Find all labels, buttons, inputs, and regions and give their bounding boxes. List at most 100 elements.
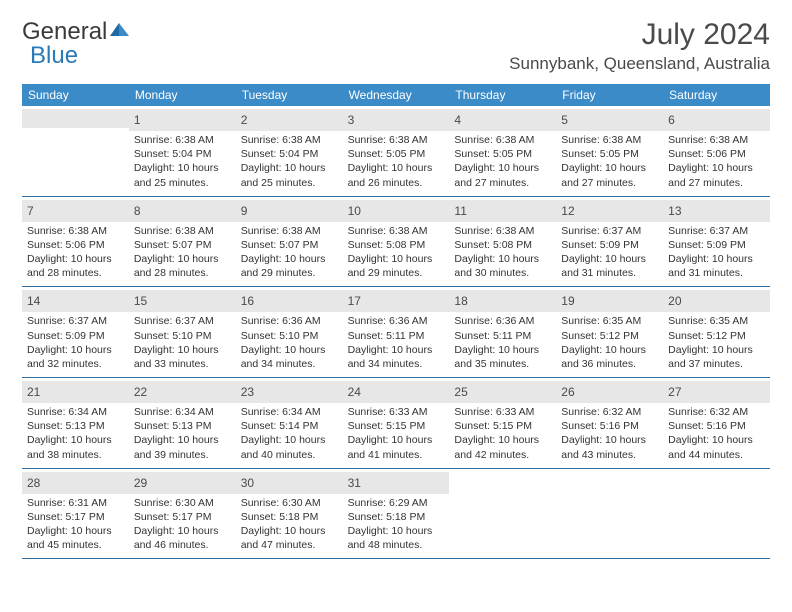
day-number-bar: 3 bbox=[343, 109, 450, 131]
day-text: Sunrise: 6:38 AMSunset: 5:05 PMDaylight:… bbox=[348, 133, 445, 190]
day-number-bar: 27 bbox=[663, 381, 770, 403]
day-text: Sunrise: 6:37 AMSunset: 5:09 PMDaylight:… bbox=[27, 314, 124, 371]
day-number: 29 bbox=[134, 476, 147, 490]
day-number: 16 bbox=[241, 294, 254, 308]
logo-word2-wrap: Blue bbox=[30, 42, 78, 70]
day-text: Sunrise: 6:34 AMSunset: 5:13 PMDaylight:… bbox=[27, 405, 124, 462]
day-cell: 1Sunrise: 6:38 AMSunset: 5:04 PMDaylight… bbox=[129, 106, 236, 196]
day-cell: 7 Sunrise: 6:38 AMSunset: 5:06 PMDaylight… bbox=[22, 197, 129, 287]
day-text: Sunrise: 6:31 AMSunset: 5:17 PMDaylight:… bbox=[27, 496, 124, 553]
day-text: Sunrise: 6:36 AMSunset: 5:10 PMDaylight:… bbox=[241, 314, 338, 371]
day-number: 7 bbox=[27, 204, 34, 218]
day-cell: 28 Sunrise: 6:31 AMSunset: 5:17 PMDayligh… bbox=[22, 469, 129, 559]
day-text: Sunrise: 6:32 AMSunset: 5:16 PMDaylight:… bbox=[668, 405, 765, 462]
weekday-row: SundayMondayTuesdayWednesdayThursdayFrid… bbox=[22, 84, 770, 106]
page: General July 2024 Sunnybank, Queensland,… bbox=[0, 0, 792, 577]
day-number-bar: 6 bbox=[663, 109, 770, 131]
day-number-bar: 13 bbox=[663, 200, 770, 222]
day-number: 9 bbox=[241, 204, 248, 218]
day-cell: 15Sunrise: 6:37 AMSunset: 5:10 PMDayligh… bbox=[129, 287, 236, 377]
day-number-bar: 20 bbox=[663, 290, 770, 312]
day-text: Sunrise: 6:37 AMSunset: 5:09 PMDaylight:… bbox=[561, 224, 658, 281]
day-number-bar: 26 bbox=[556, 381, 663, 403]
weekday-header: Monday bbox=[129, 84, 236, 106]
day-number: 13 bbox=[668, 204, 681, 218]
day-cell bbox=[22, 106, 129, 196]
weekday-header: Tuesday bbox=[236, 84, 343, 106]
day-number: 2 bbox=[241, 113, 248, 127]
day-cell: 5 Sunrise: 6:38 AMSunset: 5:05 PMDaylight… bbox=[556, 106, 663, 196]
day-cell: 9Sunrise: 6:38 AMSunset: 5:07 PMDaylight… bbox=[236, 197, 343, 287]
day-number-bar: 16 bbox=[236, 290, 343, 312]
day-text: Sunrise: 6:38 AMSunset: 5:06 PMDaylight:… bbox=[27, 224, 124, 281]
day-text: Sunrise: 6:29 AMSunset: 5:18 PMDaylight:… bbox=[348, 496, 445, 553]
day-number-bar: 12 bbox=[556, 200, 663, 222]
day-number: 28 bbox=[27, 476, 40, 490]
day-text: Sunrise: 6:35 AMSunset: 5:12 PMDaylight:… bbox=[668, 314, 765, 371]
day-text: Sunrise: 6:38 AMSunset: 5:08 PMDaylight:… bbox=[454, 224, 551, 281]
day-number: 11 bbox=[454, 204, 466, 218]
day-cell: 8 Sunrise: 6:38 AMSunset: 5:07 PMDaylight… bbox=[129, 197, 236, 287]
day-cell: 22Sunrise: 6:34 AMSunset: 5:13 PMDayligh… bbox=[129, 378, 236, 468]
empty-day-bar bbox=[22, 109, 129, 128]
day-number: 31 bbox=[348, 476, 361, 490]
week-row: 21 Sunrise: 6:34 AMSunset: 5:13 PMDayligh… bbox=[22, 378, 770, 469]
day-text: Sunrise: 6:38 AMSunset: 5:05 PMDaylight:… bbox=[561, 133, 658, 190]
day-number: 17 bbox=[348, 294, 361, 308]
day-cell: 12Sunrise: 6:37 AMSunset: 5:09 PMDayligh… bbox=[556, 197, 663, 287]
day-number-bar: 31 bbox=[343, 472, 450, 494]
day-text: Sunrise: 6:36 AMSunset: 5:11 PMDaylight:… bbox=[348, 314, 445, 371]
day-number: 18 bbox=[454, 294, 467, 308]
day-number-bar: 11 bbox=[449, 200, 556, 222]
day-cell: 25 Sunrise: 6:33 AMSunset: 5:15 PMDayligh… bbox=[449, 378, 556, 468]
day-number: 19 bbox=[561, 294, 574, 308]
day-number-bar: 5 bbox=[556, 109, 663, 131]
day-text: Sunrise: 6:38 AMSunset: 5:04 PMDaylight:… bbox=[241, 133, 338, 190]
day-cell bbox=[663, 469, 770, 559]
day-number: 3 bbox=[348, 113, 355, 127]
day-text: Sunrise: 6:33 AMSunset: 5:15 PMDaylight:… bbox=[454, 405, 551, 462]
day-number: 24 bbox=[348, 385, 361, 399]
day-number-bar: 18 bbox=[449, 290, 556, 312]
day-cell: 21 Sunrise: 6:34 AMSunset: 5:13 PMDayligh… bbox=[22, 378, 129, 468]
day-number: 4 bbox=[454, 113, 461, 127]
day-number-bar: 14 bbox=[22, 290, 129, 312]
day-cell: 14Sunrise: 6:37 AMSunset: 5:09 PMDayligh… bbox=[22, 287, 129, 377]
day-text: Sunrise: 6:34 AMSunset: 5:14 PMDaylight:… bbox=[241, 405, 338, 462]
day-cell: 31 Sunrise: 6:29 AMSunset: 5:18 PMDayligh… bbox=[343, 469, 450, 559]
day-cell: 17 Sunrise: 6:36 AMSunset: 5:11 PMDayligh… bbox=[343, 287, 450, 377]
week-row: 7 Sunrise: 6:38 AMSunset: 5:06 PMDaylight… bbox=[22, 197, 770, 288]
day-text: Sunrise: 6:36 AMSunset: 5:11 PMDaylight:… bbox=[454, 314, 551, 371]
day-number-bar: 28 bbox=[22, 472, 129, 494]
day-number: 21 bbox=[27, 385, 40, 399]
day-number: 5 bbox=[561, 113, 568, 127]
day-cell: 11 Sunrise: 6:38 AMSunset: 5:08 PMDayligh… bbox=[449, 197, 556, 287]
day-number: 25 bbox=[454, 385, 467, 399]
header: General July 2024 Sunnybank, Queensland,… bbox=[22, 18, 770, 74]
day-number-bar: 1 bbox=[129, 109, 236, 131]
day-cell: 26Sunrise: 6:32 AMSunset: 5:16 PMDayligh… bbox=[556, 378, 663, 468]
day-number: 6 bbox=[668, 113, 675, 127]
day-text: Sunrise: 6:30 AMSunset: 5:17 PMDaylight:… bbox=[134, 496, 231, 553]
day-number-bar: 25 bbox=[449, 381, 556, 403]
day-text: Sunrise: 6:38 AMSunset: 5:07 PMDaylight:… bbox=[134, 224, 231, 281]
week-row: 28 Sunrise: 6:31 AMSunset: 5:17 PMDayligh… bbox=[22, 469, 770, 560]
location: Sunnybank, Queensland, Australia bbox=[509, 54, 770, 74]
day-text: Sunrise: 6:32 AMSunset: 5:16 PMDaylight:… bbox=[561, 405, 658, 462]
weekday-header: Saturday bbox=[663, 84, 770, 106]
day-number-bar: 15 bbox=[129, 290, 236, 312]
day-cell: 10 Sunrise: 6:38 AMSunset: 5:08 PMDayligh… bbox=[343, 197, 450, 287]
weekday-header: Wednesday bbox=[343, 84, 450, 106]
day-number-bar: 29 bbox=[129, 472, 236, 494]
day-text: Sunrise: 6:34 AMSunset: 5:13 PMDaylight:… bbox=[134, 405, 231, 462]
day-number: 8 bbox=[134, 204, 141, 218]
day-cell: 19 Sunrise: 6:35 AMSunset: 5:12 PMDayligh… bbox=[556, 287, 663, 377]
day-cell: 27Sunrise: 6:32 AMSunset: 5:16 PMDayligh… bbox=[663, 378, 770, 468]
day-number: 15 bbox=[134, 294, 147, 308]
day-cell: 13Sunrise: 6:37 AMSunset: 5:09 PMDayligh… bbox=[663, 197, 770, 287]
day-cell: 3 Sunrise: 6:38 AMSunset: 5:05 PMDaylight… bbox=[343, 106, 450, 196]
day-number: 10 bbox=[348, 204, 361, 218]
calendar: SundayMondayTuesdayWednesdayThursdayFrid… bbox=[22, 84, 770, 559]
day-text: Sunrise: 6:35 AMSunset: 5:12 PMDaylight:… bbox=[561, 314, 658, 371]
day-text: Sunrise: 6:38 AMSunset: 5:08 PMDaylight:… bbox=[348, 224, 445, 281]
